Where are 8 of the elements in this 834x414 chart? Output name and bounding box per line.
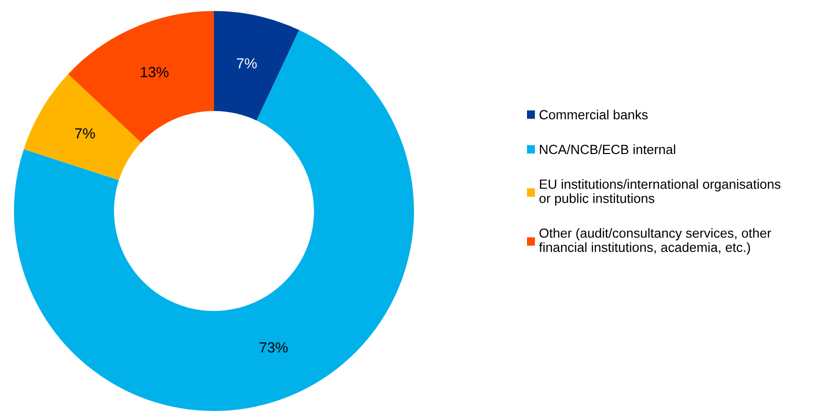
data-label: 13% xyxy=(140,66,169,78)
legend-label: Other (audit/consultancy services, other financial institutions, academia, etc.) xyxy=(539,228,772,255)
data-label: 7% xyxy=(236,58,257,68)
legend-label: EU institutions/international organisations or public institutions xyxy=(539,179,780,206)
data-label: 7% xyxy=(75,128,95,138)
data-label: 73% xyxy=(260,342,288,353)
legend-label: NCA/NCB/ECB internal xyxy=(540,144,676,154)
legend-label: Commercial banks xyxy=(540,110,648,120)
